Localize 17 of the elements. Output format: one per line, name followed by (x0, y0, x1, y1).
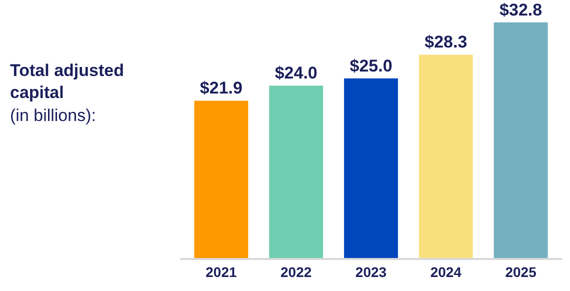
x-tick-label: 2021 (206, 264, 237, 280)
x-tick-label: 2024 (430, 264, 462, 280)
bar (344, 78, 398, 258)
data-label: $32.8 (500, 0, 542, 20)
data-label: $21.9 (200, 78, 242, 98)
x-tick-label: 2022 (280, 264, 312, 280)
x-tick-label: 2023 (355, 264, 387, 280)
bar (418, 54, 473, 258)
bar (269, 86, 324, 258)
data-label: $25.0 (350, 56, 392, 76)
x-tick-label: 2025 (505, 264, 537, 280)
data-label: $24.0 (274, 64, 318, 83)
data-label: $28.3 (424, 32, 468, 52)
text: (in billions): (10, 106, 96, 125)
text: Total adjusted capital (10, 61, 124, 102)
bar (194, 100, 248, 258)
bar (494, 22, 548, 258)
